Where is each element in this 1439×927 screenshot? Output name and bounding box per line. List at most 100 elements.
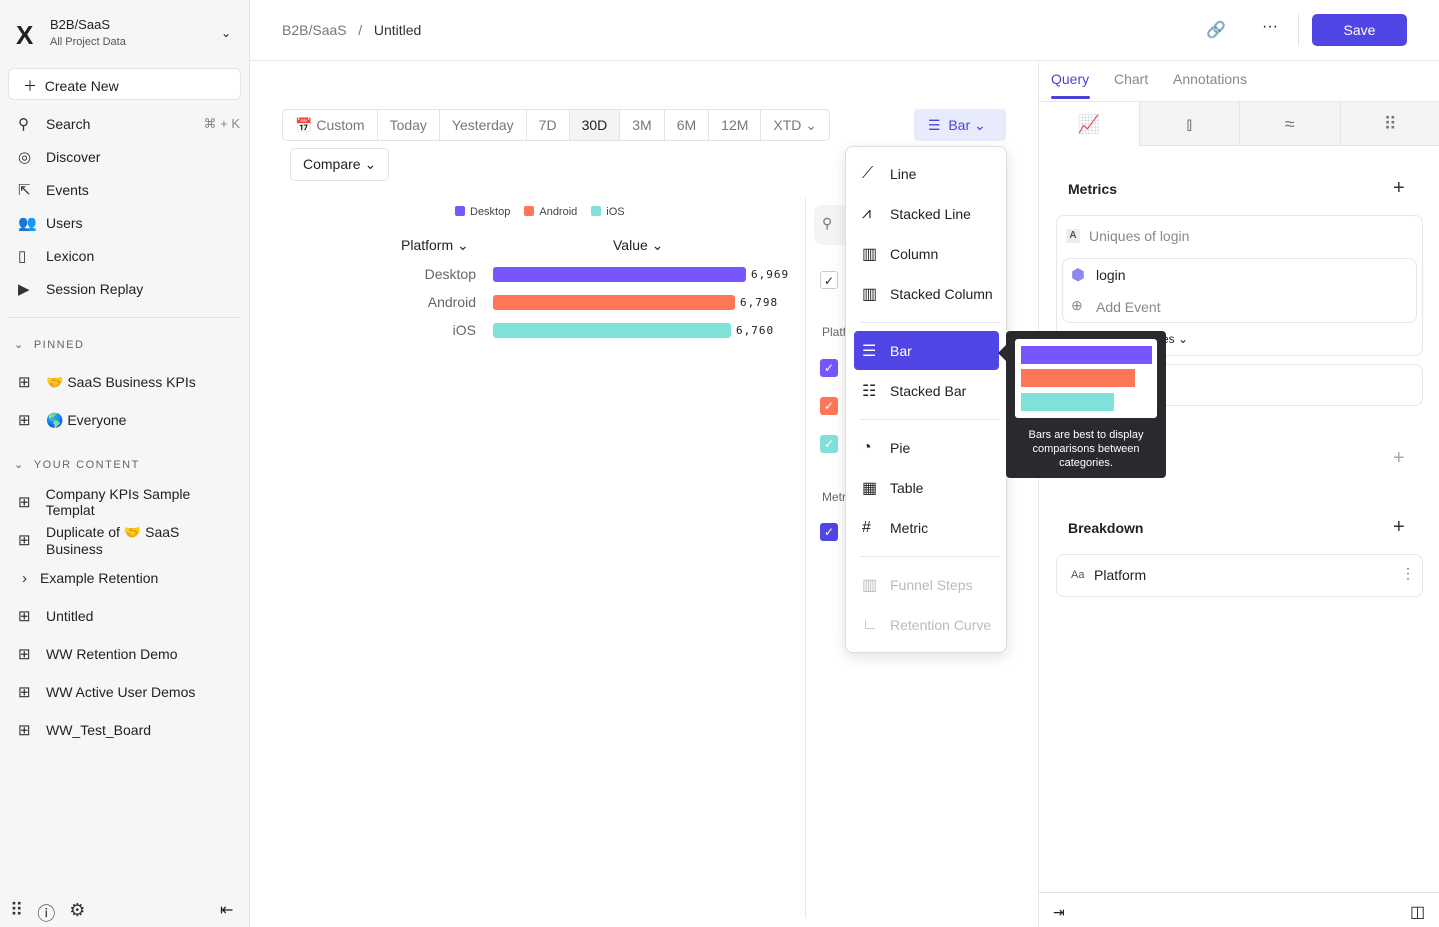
compare-button[interactable]: Compare ⌄ — [290, 148, 389, 181]
menu-item-bar[interactable]: ☰ Bar — [854, 331, 999, 370]
add-breakdown-icon[interactable]: + — [1393, 516, 1405, 538]
menu-item-metric[interactable]: # Metric — [854, 508, 999, 547]
legend-item[interactable]: Android — [524, 206, 577, 218]
menu-item-table[interactable]: ▦ Table — [854, 468, 999, 507]
project-switcher[interactable]: B2B/SaaS All Project Data — [50, 17, 126, 48]
content-item[interactable]: ⊞ Duplicate of 🤝 SaaS Business — [18, 524, 240, 557]
content-item[interactable]: › Example Retention — [18, 566, 240, 590]
desktop-checkbox[interactable]: ✓ — [820, 359, 838, 377]
nav-search[interactable]: ⚲ Search ⌘ + K — [18, 112, 240, 136]
bar-ios[interactable] — [493, 323, 731, 338]
menu-item-funnel-steps: ▥ Funnel Steps — [854, 565, 999, 604]
date-7d[interactable]: 7D — [527, 110, 570, 140]
date-12m[interactable]: 12M — [709, 110, 762, 140]
help-icon[interactable]: ⓘ — [37, 904, 56, 924]
date-custom[interactable]: 📅 Custom — [283, 110, 378, 140]
breadcrumb-separator: / — [358, 22, 363, 38]
expand-panel-icon[interactable]: ⇥ — [1053, 904, 1065, 920]
insights-icon[interactable]: 📈 — [1039, 102, 1139, 146]
platform-column-header[interactable]: Platform ⌄ — [401, 237, 469, 253]
pinned-item[interactable]: ⊞ 🌎 Everyone — [18, 408, 240, 432]
chart-type-button[interactable]: ☰ Bar ⌄ — [914, 109, 1006, 141]
more-icon[interactable]: ··· — [1262, 18, 1278, 35]
menu-item-label: Bar — [890, 342, 912, 359]
metric-checkbox[interactable]: ✓ — [820, 523, 838, 541]
date-xtd[interactable]: XTD ⌄ — [773, 117, 818, 133]
menu-item-stacked-column[interactable]: ▥ Stacked Column — [854, 274, 999, 313]
legend-item[interactable]: Desktop — [455, 206, 510, 218]
date-6m[interactable]: 6M — [665, 110, 710, 140]
content-item[interactable]: ⊞ WW Active User Demos — [18, 680, 240, 704]
link-icon[interactable]: 🔗 — [1206, 22, 1226, 39]
tab-chart[interactable]: Chart — [1114, 71, 1149, 87]
date-today[interactable]: Today — [378, 110, 440, 140]
event-name[interactable]: login — [1096, 267, 1126, 283]
your-content-section[interactable]: ⌄ YOUR CONTENT — [14, 459, 140, 471]
date-30d[interactable]: 30D — [569, 110, 621, 140]
select-all-checkbox[interactable]: ✓ — [820, 271, 838, 289]
nav-discover[interactable]: ◎ Discover — [18, 145, 240, 169]
menu-item-column[interactable]: ▥ Column — [854, 234, 999, 273]
measurement-dropdown[interactable]: es ⌄ — [1162, 332, 1189, 346]
menu-item-label: Line — [890, 165, 917, 182]
panel-toggle-icon[interactable]: ◫ — [1410, 904, 1426, 921]
metric-name[interactable]: Uniques of login — [1089, 228, 1190, 244]
menu-item-pie[interactable]: ◔ Pie — [854, 428, 999, 467]
page-title[interactable]: Untitled — [373, 22, 422, 38]
legend-label: Desktop — [470, 206, 511, 218]
divider — [805, 198, 806, 918]
cursor-click-icon: ⇱ — [18, 182, 31, 199]
tab-query[interactable]: Query — [1051, 71, 1090, 87]
menu-item-line[interactable]: ⟋ Line — [854, 154, 999, 193]
nav-session-replay[interactable]: ▶ Session Replay — [18, 277, 240, 301]
menu-item-stacked-line[interactable]: ⩘ Stacked Line — [854, 194, 999, 233]
bar-android[interactable] — [493, 295, 735, 310]
metrics-label: Metr — [822, 490, 846, 504]
bar-preview — [1015, 339, 1157, 418]
date-3m[interactable]: 3M — [620, 110, 665, 140]
nav-events[interactable]: ⇱ Events — [18, 178, 240, 202]
content-item[interactable]: ⊞ Company KPIs Sample Templat — [18, 486, 240, 518]
create-new-button[interactable]: ＋ Create New — [8, 68, 241, 100]
funnels-icon[interactable]: ⫾ — [1138, 102, 1239, 146]
divider — [8, 317, 240, 318]
breakdown-card[interactable]: Aa Platform ⋮ — [1056, 554, 1423, 597]
nav-lexicon[interactable]: ▯ Lexicon — [18, 244, 240, 268]
collapse-sidebar-icon[interactable]: ⇤ — [220, 902, 234, 919]
tab-annotations[interactable]: Annotations — [1173, 71, 1247, 87]
nav-users[interactable]: 👥 Users — [18, 211, 240, 235]
stacked-bar-icon: ☷ — [862, 382, 877, 400]
retention-icon[interactable]: ⠿ — [1339, 102, 1439, 146]
save-button[interactable]: Save — [1312, 14, 1407, 46]
legend-item[interactable]: iOS — [591, 206, 625, 218]
android-checkbox[interactable]: ✓ — [820, 397, 838, 415]
preview-bar — [1021, 393, 1114, 411]
board-icon: ⊞ — [18, 646, 31, 663]
gear-icon[interactable]: ⚙ — [69, 900, 86, 920]
item-label: WW Retention Demo — [46, 646, 178, 662]
metric-letter: A — [1066, 229, 1080, 243]
bar-desktop[interactable] — [493, 267, 746, 282]
pie-chart-icon: ◔ — [862, 438, 872, 456]
item-label: WW Active User Demos — [46, 684, 196, 700]
chevron-down-icon[interactable]: ⌄ — [221, 26, 232, 40]
breadcrumb-root[interactable]: B2B/SaaS — [282, 22, 347, 38]
board-icon: ⊞ — [18, 722, 31, 739]
pinned-section[interactable]: ⌄ PINNED — [14, 339, 85, 351]
add-metric-icon[interactable]: + — [1393, 177, 1405, 199]
apps-grid-icon[interactable]: ⠿ — [10, 900, 24, 920]
pinned-item[interactable]: ⊞ 🤝 SaaS Business KPIs — [18, 370, 240, 394]
add-event-button[interactable]: Add Event — [1096, 299, 1161, 315]
ios-checkbox[interactable]: ✓ — [820, 435, 838, 453]
date-yesterday[interactable]: Yesterday — [440, 110, 527, 140]
menu-item-stacked-bar[interactable]: ☷ Stacked Bar — [854, 371, 999, 410]
flows-icon[interactable]: ≈ — [1239, 102, 1340, 146]
content-item[interactable]: ⊞ WW Retention Demo — [18, 642, 240, 666]
book-icon: ▯ — [18, 248, 27, 265]
value-column-header[interactable]: Value ⌄ — [613, 237, 664, 253]
add-filter-icon[interactable]: + — [1393, 447, 1405, 469]
content-item[interactable]: ⊞ WW_Test_Board — [18, 718, 240, 742]
content-item[interactable]: ⊞ Untitled — [18, 604, 240, 628]
tooltip-text: Bars are best to display comparisons bet… — [1028, 429, 1144, 469]
kebab-menu-icon[interactable]: ⋮ — [1401, 565, 1415, 581]
